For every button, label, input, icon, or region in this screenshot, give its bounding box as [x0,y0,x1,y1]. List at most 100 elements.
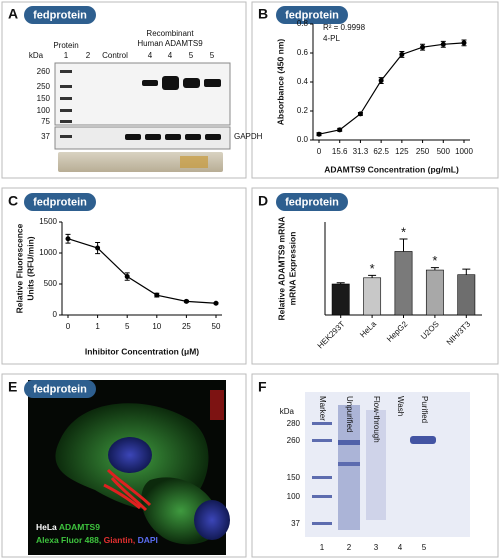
panel-letter: B [258,6,268,22]
curve [318,42,465,135]
frame [1,373,247,558]
lane-number: 4 [398,543,403,552]
lane-label: Marker [318,396,327,421]
band [312,439,332,442]
stain: Giantin, [104,535,136,545]
x-tick-label: 25 [182,322,191,331]
y-tick-label: 500 [44,279,58,288]
chart: D Relative ADAMTS9 mRNA mRNA Expression HEK… [258,193,482,350]
point [213,300,219,306]
stain: Alexa Fluor 488, [36,535,101,545]
band [145,134,161,140]
point [337,127,343,133]
error-bar [399,238,408,252]
bar [363,277,382,316]
point [316,131,322,137]
point [124,274,130,280]
golgi [210,390,224,420]
significance: * [432,253,437,268]
panel-letter: D [258,193,268,209]
lane-number: 5 [422,543,427,552]
x-axis-label: ADAMTS9 Concentration (pg/mL) [324,164,459,174]
error-bar [430,267,439,271]
significance: * [370,261,375,276]
y-tick-label: 0.2 [297,106,309,115]
frame [1,1,247,179]
marker-label: 100 [37,106,51,115]
bar [425,269,444,316]
lane-label: Flow-through [372,396,381,443]
frame [251,373,499,558]
y-axis-label: Units (RFU/min) [25,236,35,300]
cell-line: HeLa [36,522,57,532]
x-tick-label: 500 [437,147,451,156]
lane-label: 1 [64,51,69,60]
badge [24,6,96,24]
gel-bands [312,405,436,530]
y-axis-label: Relative ADAMTS9 mRNA [276,216,286,320]
panel-letter: E [8,379,17,395]
lane-label: Unpurified [345,396,354,432]
error-bar [368,274,377,278]
chart: B 0.0 0.2 0.4 0.6 0.8 Absorbance (450 nm) ADAMT… [258,6,473,175]
point [461,40,467,46]
point [95,245,101,251]
x-tick-label: HeLa [358,319,378,339]
badge-text: fedprotein [33,9,87,21]
y-axis-label: mRNA Expression [287,232,297,306]
x-tick-label: 15.6 [332,147,348,156]
point [65,236,71,242]
point [357,111,363,117]
y-tick-label: 0.4 [297,77,309,86]
lane-header: Recombinant [146,29,194,38]
x-tick-label: 1000 [455,147,473,156]
x-axis-label: Inhibitor Concentration (μM) [85,346,199,356]
lane-label: Wash [396,396,405,416]
kda-label: kDa [280,407,295,416]
marker-label: 150 [37,94,51,103]
x-tick-label: HEK293T [316,319,347,350]
badge [276,6,348,24]
y-tick-label: 0.0 [297,135,309,144]
marker-label: 37 [291,519,300,528]
frame [251,1,499,179]
lane-label: 5 [210,51,215,60]
x-tick-label: NIH/3T3 [445,319,473,347]
panel-letter: C [8,193,18,209]
frame [1,187,247,365]
marker-label: 37 [41,132,50,141]
band [125,134,141,140]
badge [276,193,348,211]
band [162,76,179,90]
ladder-band [60,97,72,100]
error-bar [336,282,345,284]
point [154,292,160,298]
band [204,79,221,87]
badge [24,193,96,211]
x-tick-label: U2OS [419,320,441,342]
kda-label: kDa [29,51,44,60]
badge-text: fedprotein [33,383,87,395]
panel-e: fedprotein E HeLa ADAMTS9 Alexa Fluor 48… [8,379,230,555]
lane-number: 3 [374,543,379,552]
y-axis-label: Absorbance (450 nm) [275,39,285,126]
band [183,78,200,88]
annotation: 4-PL [323,34,340,43]
band [185,134,201,140]
panel-letter: A [8,6,18,22]
ladder-band [60,85,72,88]
marker-label: 250 [37,82,51,91]
nucleus [108,437,152,473]
ladder-band [60,120,72,123]
band [165,134,181,140]
curve [67,238,217,304]
gel [305,392,470,537]
smear [338,405,360,530]
x-tick-label: 62.5 [373,147,389,156]
point [420,44,426,50]
gapdh-label: GAPDH [234,132,263,141]
blot-bands [125,76,221,140]
error-bar [462,268,471,275]
